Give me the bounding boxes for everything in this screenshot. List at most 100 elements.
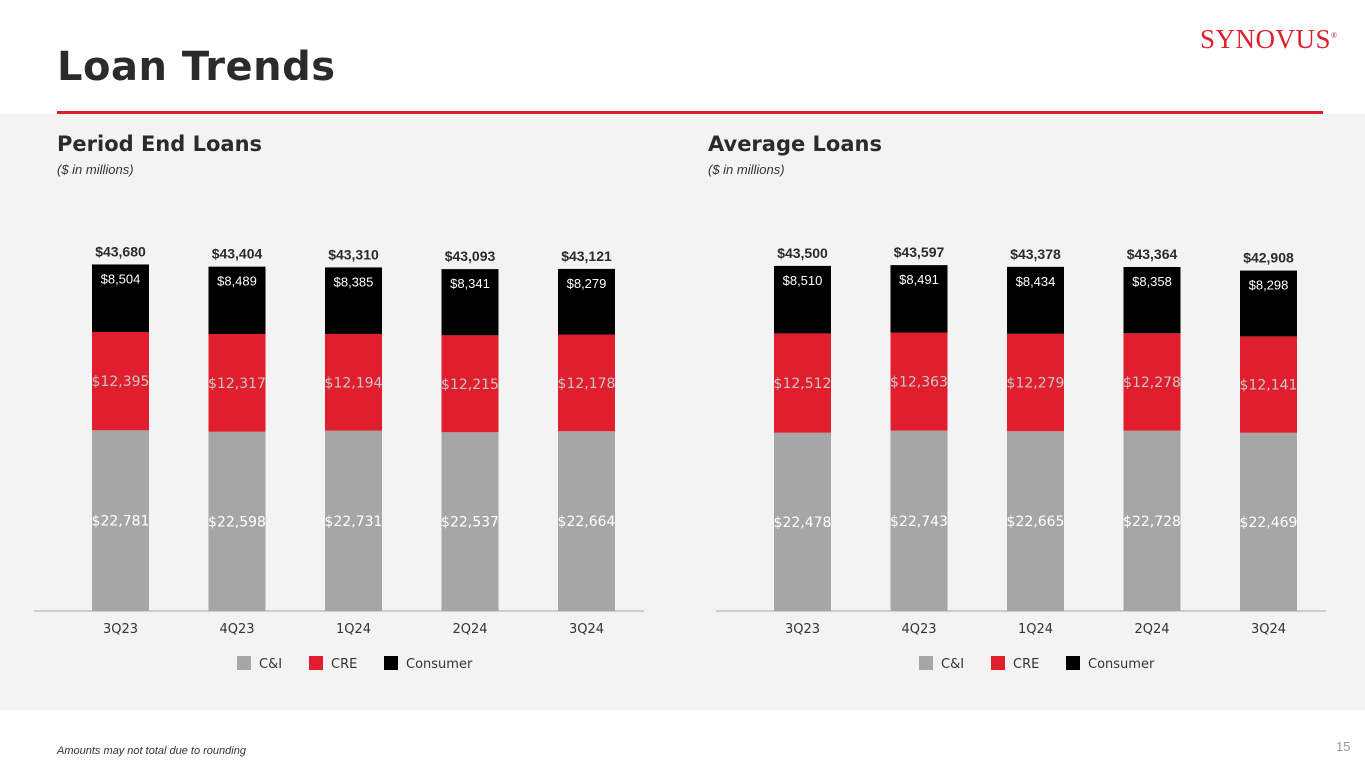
data-label-consumer: $8,489 (217, 274, 257, 289)
total-label: $43,597 (894, 244, 945, 260)
total-label: $43,680 (95, 243, 146, 259)
data-label-ci: $22,478 (774, 515, 832, 531)
data-label-cre: $12,178 (558, 376, 616, 392)
bar-cre-1q24 (325, 333, 382, 431)
page-number: 15 (1336, 739, 1351, 754)
bar-ci-1q24 (1007, 431, 1064, 611)
bar-consumer-2q24 (441, 269, 499, 336)
data-label-ci: $22,469 (1240, 515, 1298, 531)
x-tick-label: 3Q23 (103, 622, 138, 637)
average-loans-chart: $22,478 $12,512 $8,510 $43,500 3Q23 $22,743 $1… (716, 244, 1326, 672)
data-label-cre: $12,512 (774, 376, 832, 392)
legend-swatch-cre (991, 656, 1005, 670)
data-label-consumer: $8,279 (567, 276, 607, 291)
bar-ci-3q24 (1240, 432, 1297, 611)
registered-mark: ® (1331, 31, 1338, 40)
legend-label-cre: CRE (331, 657, 357, 672)
page-title: Loan Trends (57, 44, 336, 90)
legend-swatch-ci (237, 656, 251, 670)
period-end-loans-chart: $22,781 $12,395 $8,504 $43,680 3Q23 $22,598 $1… (34, 243, 644, 672)
legend-swatch-cre (309, 656, 323, 670)
bar-consumer-1q24 (1007, 266, 1064, 334)
x-tick-label: 3Q23 (785, 622, 820, 637)
period-end-title: Period End Loans (57, 132, 263, 156)
data-label-ci: $22,537 (441, 515, 499, 531)
x-tick-label: 1Q24 (336, 622, 371, 637)
data-label-consumer: $8,434 (1016, 274, 1056, 289)
bar-cre-2q24 (1123, 333, 1181, 431)
bar-ci-3q24 (558, 431, 615, 611)
data-label-ci: $22,665 (1007, 514, 1065, 530)
bar-ci-4q23 (890, 430, 948, 611)
legend-swatch-ci (919, 656, 933, 670)
legend-label-ci: C&I (941, 657, 964, 672)
total-label: $43,121 (561, 248, 612, 264)
logo-text: SYNOVUS (1200, 24, 1332, 54)
total-label: $42,908 (1243, 250, 1294, 266)
bar-consumer-3q24 (558, 268, 615, 335)
average-loans-title: Average Loans (708, 132, 882, 156)
period-end-subtitle: ($ in millions) (57, 162, 134, 177)
data-label-ci: $22,731 (325, 514, 383, 530)
data-label-consumer: $8,358 (1132, 274, 1172, 289)
bar-cre-4q23 (890, 332, 948, 431)
legend-label-cre: CRE (1013, 657, 1039, 672)
average-loans-subtitle: ($ in millions) (708, 162, 785, 177)
bar-consumer-3q23 (774, 265, 831, 334)
bar-ci-2q24 (441, 432, 499, 611)
data-label-ci: $22,598 (208, 514, 266, 530)
data-label-cre: $12,215 (441, 377, 499, 393)
bar-ci-4q23 (208, 431, 266, 611)
bar-consumer-3q24 (1240, 270, 1297, 337)
legend-label-ci: C&I (259, 657, 282, 672)
total-label: $43,500 (777, 245, 828, 261)
bar-ci-3q23 (92, 430, 149, 611)
bar-cre-3q23 (92, 331, 149, 431)
x-tick-label: 2Q24 (452, 622, 487, 637)
legend-swatch-consumer (384, 656, 398, 670)
bar-consumer-2q24 (1123, 266, 1181, 334)
data-label-consumer: $8,341 (450, 276, 490, 291)
synovus-logo: SYNOVUS® (1200, 24, 1338, 55)
x-tick-label: 3Q24 (569, 622, 604, 637)
legend-swatch-consumer (1066, 656, 1080, 670)
data-label-consumer: $8,491 (899, 272, 939, 287)
bar-cre-3q24 (558, 334, 615, 432)
x-tick-label: 1Q24 (1018, 622, 1053, 637)
data-label-cre: $12,278 (1123, 375, 1181, 391)
data-label-cre: $12,141 (1240, 378, 1298, 394)
bar-cre-3q23 (774, 333, 831, 433)
data-label-consumer: $8,504 (101, 271, 141, 286)
bar-consumer-3q23 (92, 264, 149, 332)
x-tick-label: 4Q23 (219, 622, 254, 637)
title-divider (57, 111, 1323, 114)
bar-cre-2q24 (441, 335, 499, 433)
data-label-cre: $12,194 (325, 375, 383, 391)
bar-cre-3q24 (1240, 336, 1297, 433)
data-label-ci: $22,781 (92, 514, 150, 530)
x-tick-label: 2Q24 (1134, 622, 1169, 637)
data-label-consumer: $8,385 (334, 274, 374, 289)
total-label: $43,310 (328, 246, 379, 262)
legend-label-consumer: Consumer (1088, 657, 1155, 672)
data-label-consumer: $8,510 (783, 273, 823, 288)
total-label: $43,093 (445, 248, 496, 264)
data-label-cre: $12,279 (1007, 375, 1065, 391)
rounding-footnote: Amounts may not total due to rounding (57, 745, 246, 757)
data-label-consumer: $8,298 (1249, 278, 1289, 293)
data-label-cre: $12,317 (208, 376, 266, 392)
legend-label-consumer: Consumer (406, 657, 473, 672)
data-label-ci: $22,664 (558, 514, 616, 530)
bar-cre-4q23 (208, 334, 266, 432)
total-label: $43,364 (1127, 246, 1178, 262)
bar-consumer-4q23 (208, 266, 266, 335)
data-label-ci: $22,743 (890, 514, 948, 530)
total-label: $43,378 (1010, 246, 1061, 262)
bar-consumer-1q24 (325, 267, 382, 334)
data-label-cre: $12,363 (890, 375, 948, 391)
bar-cre-1q24 (1007, 333, 1064, 432)
data-label-cre: $12,395 (92, 374, 150, 390)
bar-ci-1q24 (325, 430, 382, 611)
bar-ci-3q23 (774, 432, 831, 611)
bar-consumer-4q23 (890, 265, 948, 333)
